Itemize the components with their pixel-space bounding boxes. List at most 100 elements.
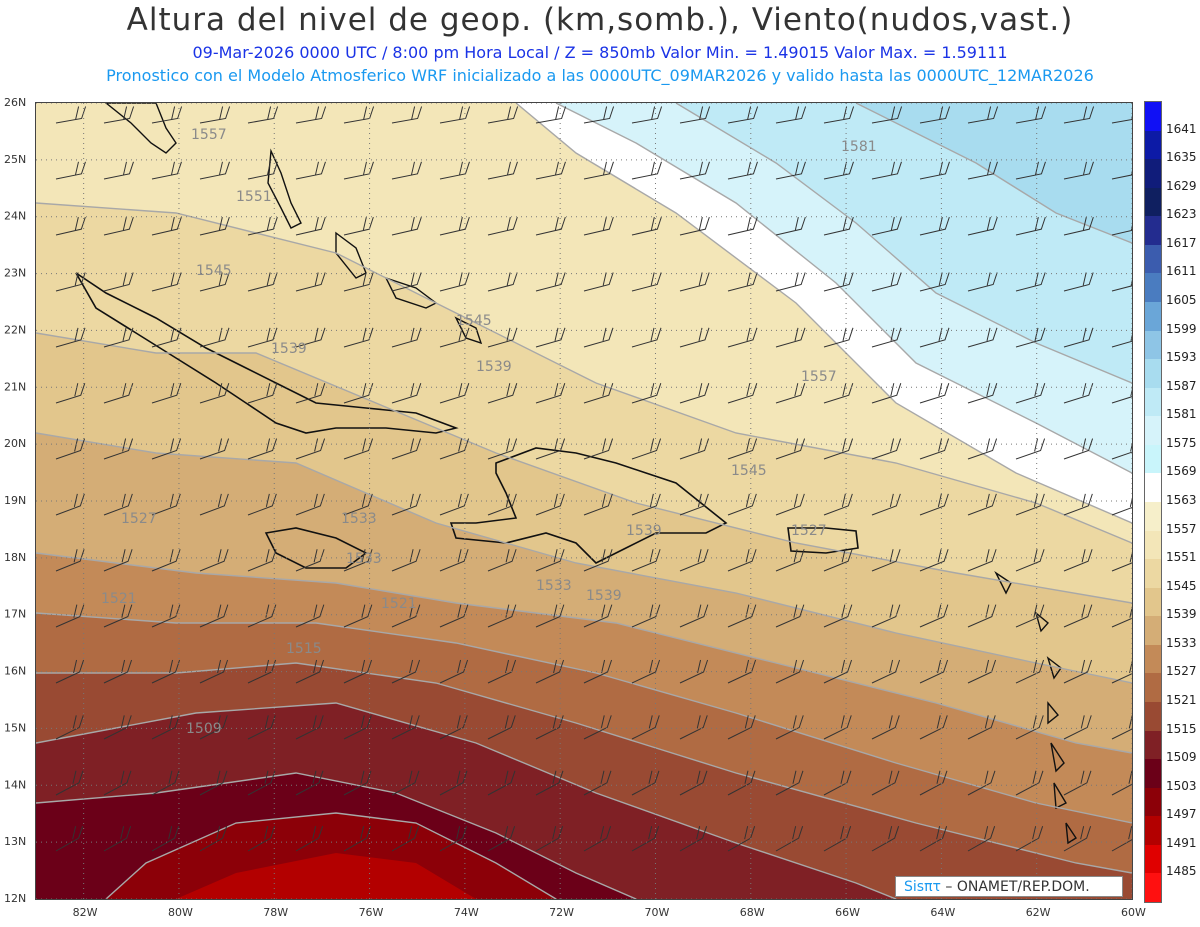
colorbar-cell <box>1145 273 1161 303</box>
wind-barb <box>55 604 85 628</box>
wind-barb <box>967 106 999 124</box>
colorbar-level-label: 1533 <box>1166 635 1197 650</box>
wind-barb <box>775 826 804 852</box>
colorbar-cell <box>1145 159 1161 189</box>
wind-barb <box>631 161 662 180</box>
wind-barb <box>1111 443 1132 460</box>
wind-barb <box>535 327 566 348</box>
contour-label: 1515 <box>286 641 322 657</box>
colorbar-cell <box>1145 502 1161 532</box>
lat-tick-label: 22N <box>4 323 26 336</box>
wind-barb <box>1063 770 1092 796</box>
colorbar-level-label: 1629 <box>1166 178 1197 193</box>
wind-barb <box>631 106 663 124</box>
wind-barb <box>919 549 949 572</box>
colorbar-level-label: 1635 <box>1166 150 1197 165</box>
colorbar-level-label: 1551 <box>1166 550 1197 565</box>
wind-barb <box>103 715 132 740</box>
geopotential-field: 1557 1551 1545 1539 1533 1527 1521 1515 1509 1581… <box>36 103 1132 899</box>
wind-barb <box>967 327 998 348</box>
wind-barb <box>583 826 612 852</box>
wind-barb <box>583 161 614 180</box>
wind-barb <box>1015 549 1045 572</box>
wind-barb <box>871 659 901 684</box>
wind-barb <box>1111 660 1132 684</box>
wind-barb <box>727 161 758 180</box>
colorbar-level-label: 1527 <box>1166 664 1197 679</box>
bahamas-islands <box>267 148 483 345</box>
lat-tick-label: 26N <box>4 96 26 109</box>
wind-barb <box>967 272 998 292</box>
wind-barb <box>439 715 468 740</box>
lon-tick-label: 62W <box>1026 906 1051 919</box>
wind-barb <box>391 327 422 348</box>
wind-barb <box>823 438 854 460</box>
lon-tick-label: 78W <box>263 906 288 919</box>
wind-barb <box>727 770 756 796</box>
wind-barb <box>487 438 518 460</box>
wind-barb <box>967 715 996 740</box>
wind-barb <box>55 438 86 460</box>
contour-label: 1521 <box>381 596 417 612</box>
wind-barb <box>55 327 86 348</box>
lon-tick-label: 60W <box>1121 906 1146 919</box>
contour-label: 1533 <box>341 511 377 527</box>
wind-barb <box>151 383 182 404</box>
watermark-brand: Sisπτ <box>904 879 941 895</box>
wind-barb <box>103 438 134 460</box>
wind-barb <box>439 659 469 684</box>
wind-barb <box>775 604 805 628</box>
wind-barb <box>631 216 662 236</box>
colorbar-level-label: 1509 <box>1166 750 1197 765</box>
contour-line <box>675 103 1132 384</box>
wind-barb <box>631 438 662 460</box>
wind-barb <box>1063 604 1093 628</box>
contour-label: 1539 <box>476 359 512 375</box>
wind-barb <box>487 604 517 628</box>
wind-barb <box>199 659 229 684</box>
wind-barb <box>1111 551 1132 572</box>
wind-barb <box>775 770 804 796</box>
florida-peninsula <box>104 103 177 154</box>
wind-barb <box>295 826 324 852</box>
wind-barb <box>631 770 660 796</box>
wind-barb <box>583 216 614 236</box>
lon-tick-label: 74W <box>454 906 479 919</box>
wind-barb <box>775 161 806 180</box>
wind-barb <box>535 106 567 124</box>
wind-barb <box>1015 770 1044 796</box>
wind-barb <box>967 161 998 180</box>
wind-barb <box>55 715 84 740</box>
wind-barb <box>439 438 470 460</box>
wind-barb <box>151 826 180 852</box>
wind-barb <box>919 826 948 852</box>
puerto-rico-island <box>787 527 859 554</box>
wind-barb <box>151 161 182 180</box>
wind-barb <box>199 549 229 572</box>
weather-map[interactable]: 1557 1551 1545 1539 1533 1527 1521 1515 1509 1581… <box>35 102 1133 900</box>
wind-barb <box>919 272 950 292</box>
wind-barb <box>391 715 420 740</box>
jamaica-island <box>264 527 368 569</box>
wind-barb <box>535 715 564 740</box>
wind-barb <box>103 106 135 124</box>
wind-barb <box>295 770 324 796</box>
wind-barb <box>967 604 997 628</box>
wind-barb <box>391 604 421 628</box>
wind-barb <box>631 493 661 516</box>
wind-barb <box>199 383 230 404</box>
wind-barb <box>439 493 469 516</box>
contour-label: 1539 <box>586 588 622 604</box>
wind-barb <box>439 770 468 796</box>
wind-barb <box>487 493 517 516</box>
wind-barb <box>679 770 708 796</box>
wind-barb <box>871 549 901 572</box>
wind-barb <box>679 438 710 460</box>
contour-label: 1545 <box>456 313 492 329</box>
wind-barb <box>727 383 758 404</box>
wind-barb <box>871 106 903 124</box>
wind-barb <box>103 493 133 516</box>
colorbar-cell <box>1145 844 1161 874</box>
wind-barb <box>199 826 228 852</box>
wind-barb <box>1015 383 1046 404</box>
